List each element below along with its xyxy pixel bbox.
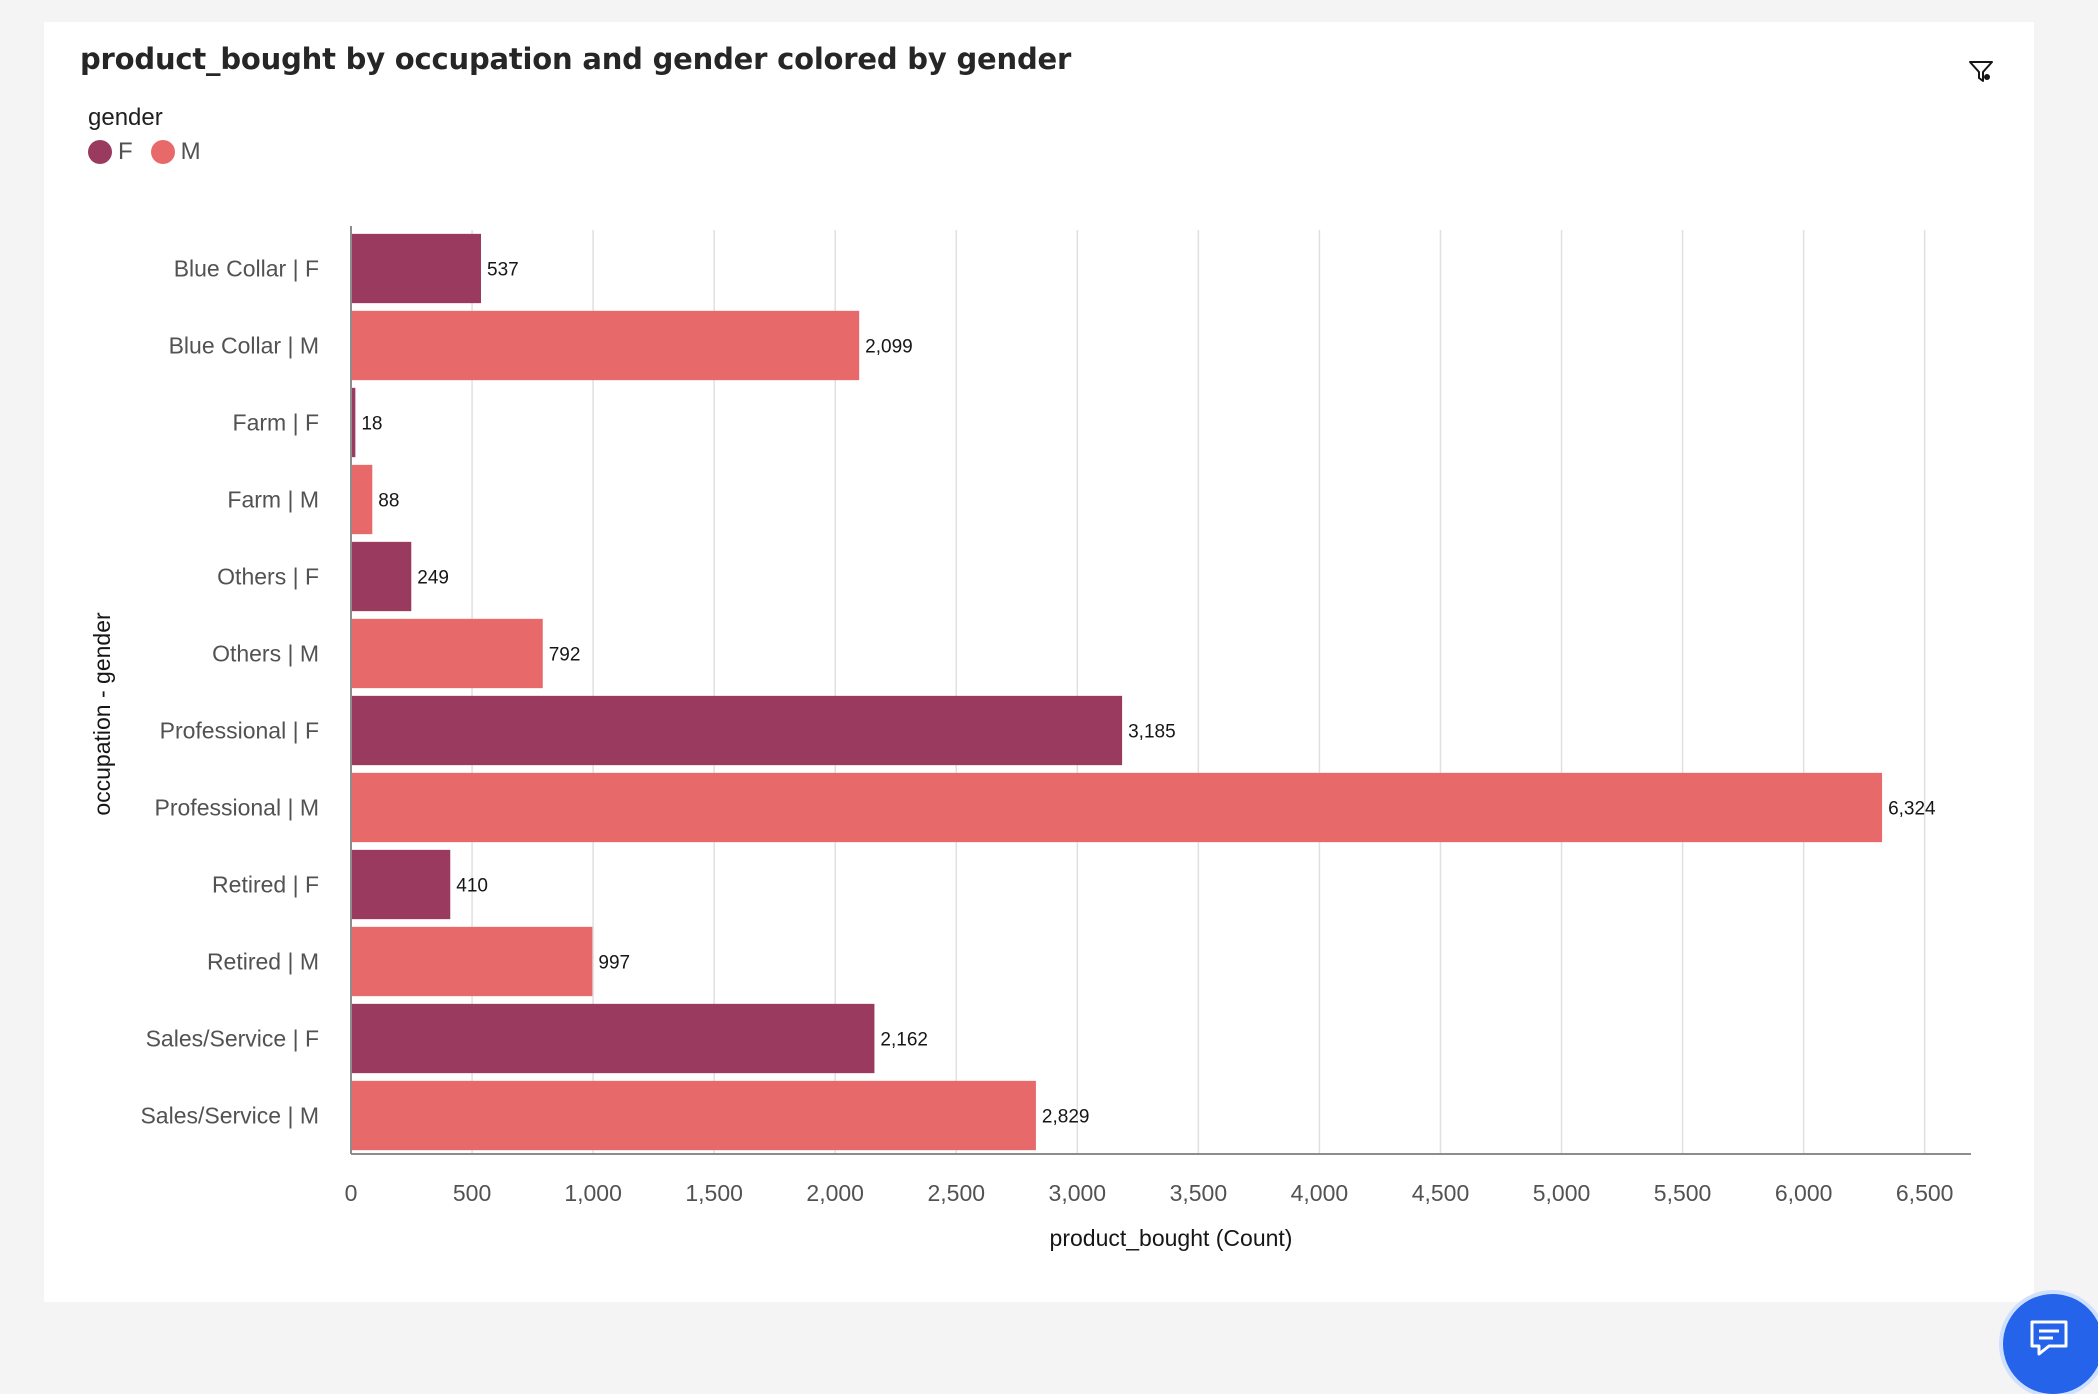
bar xyxy=(351,541,412,612)
bar xyxy=(351,618,543,689)
bar xyxy=(351,464,373,535)
bar xyxy=(351,233,482,304)
bar xyxy=(351,387,356,458)
data-label: 88 xyxy=(378,491,399,512)
y-tick-label: Blue Collar | M xyxy=(169,333,319,359)
y-tick-label: Others | M xyxy=(212,641,319,667)
chart-title: product_bought by occupation and gender … xyxy=(80,42,1072,76)
data-label: 18 xyxy=(361,414,382,435)
bar xyxy=(351,1080,1036,1151)
filter-button[interactable] xyxy=(1961,52,2001,92)
data-label: 537 xyxy=(487,260,519,281)
bar xyxy=(351,1003,875,1074)
y-tick-label: Others | F xyxy=(217,564,319,590)
data-label: 997 xyxy=(598,953,630,974)
y-tick-label: Farm | M xyxy=(227,487,319,513)
bar-chart: 0 500 1,000 1,500 2,000 2,500 3,000 3,500 4,000 4… xyxy=(89,226,1971,1251)
data-label: 792 xyxy=(549,645,581,666)
x-tick-label: 1,500 xyxy=(685,1180,743,1206)
filter-icon xyxy=(1969,61,1993,82)
y-tick-label: Retired | M xyxy=(207,949,319,975)
data-label: 410 xyxy=(456,876,488,897)
data-label: 3,185 xyxy=(1128,722,1176,743)
y-tick-label: Sales/Service | M xyxy=(140,1103,319,1129)
y-tick-label: Professional | F xyxy=(160,718,319,744)
legend-title: gender xyxy=(88,104,163,131)
data-label: 6,324 xyxy=(1888,799,1936,820)
y-axis-title: occupation - gender xyxy=(89,612,115,816)
data-label: 249 xyxy=(417,568,449,589)
x-tick-label: 6,000 xyxy=(1775,1180,1833,1206)
legend-item-f[interactable]: F xyxy=(88,138,133,166)
x-tick-label: 0 xyxy=(345,1180,358,1206)
x-tick-label: 6,500 xyxy=(1896,1180,1954,1206)
legend: gender F M xyxy=(88,104,201,166)
data-label: 2,162 xyxy=(880,1030,928,1051)
x-tick-label: 3,500 xyxy=(1170,1180,1228,1206)
data-label: 2,829 xyxy=(1042,1107,1090,1128)
bar xyxy=(351,849,451,920)
legend-label-f: F xyxy=(118,138,133,165)
legend-label-m: M xyxy=(180,138,201,165)
chart-card: product_bought by occupation and gender … xyxy=(44,22,2034,1302)
bar xyxy=(351,926,593,997)
x-tick-label: 5,000 xyxy=(1533,1180,1591,1206)
x-tick-label: 1,000 xyxy=(564,1180,622,1206)
data-label: 2,099 xyxy=(865,337,913,358)
x-axis-title: product_bought (Count) xyxy=(1050,1225,1293,1251)
legend-swatch-m xyxy=(150,140,175,164)
y-tick-label: Professional | M xyxy=(155,795,319,821)
x-tick-label: 4,500 xyxy=(1412,1180,1470,1206)
bar xyxy=(351,772,1883,843)
x-tick-label: 2,500 xyxy=(927,1180,985,1206)
chat-button[interactable] xyxy=(2003,1294,2098,1394)
x-tick-label: 3,000 xyxy=(1049,1180,1107,1206)
y-tick-label: Farm | F xyxy=(233,410,319,436)
y-tick-label: Blue Collar | F xyxy=(174,256,319,282)
bar xyxy=(351,310,860,381)
bar xyxy=(351,695,1123,766)
x-tick-label: 500 xyxy=(453,1180,491,1206)
y-tick-label: Retired | F xyxy=(212,872,319,898)
y-tick-label: Sales/Service | F xyxy=(146,1026,319,1052)
chat-icon xyxy=(2030,1320,2068,1356)
x-tick-label: 5,500 xyxy=(1654,1180,1712,1206)
legend-item-m[interactable]: M xyxy=(150,138,201,166)
x-tick-label: 2,000 xyxy=(806,1180,864,1206)
x-tick-label: 4,000 xyxy=(1291,1180,1349,1206)
legend-swatch-f xyxy=(88,140,112,164)
